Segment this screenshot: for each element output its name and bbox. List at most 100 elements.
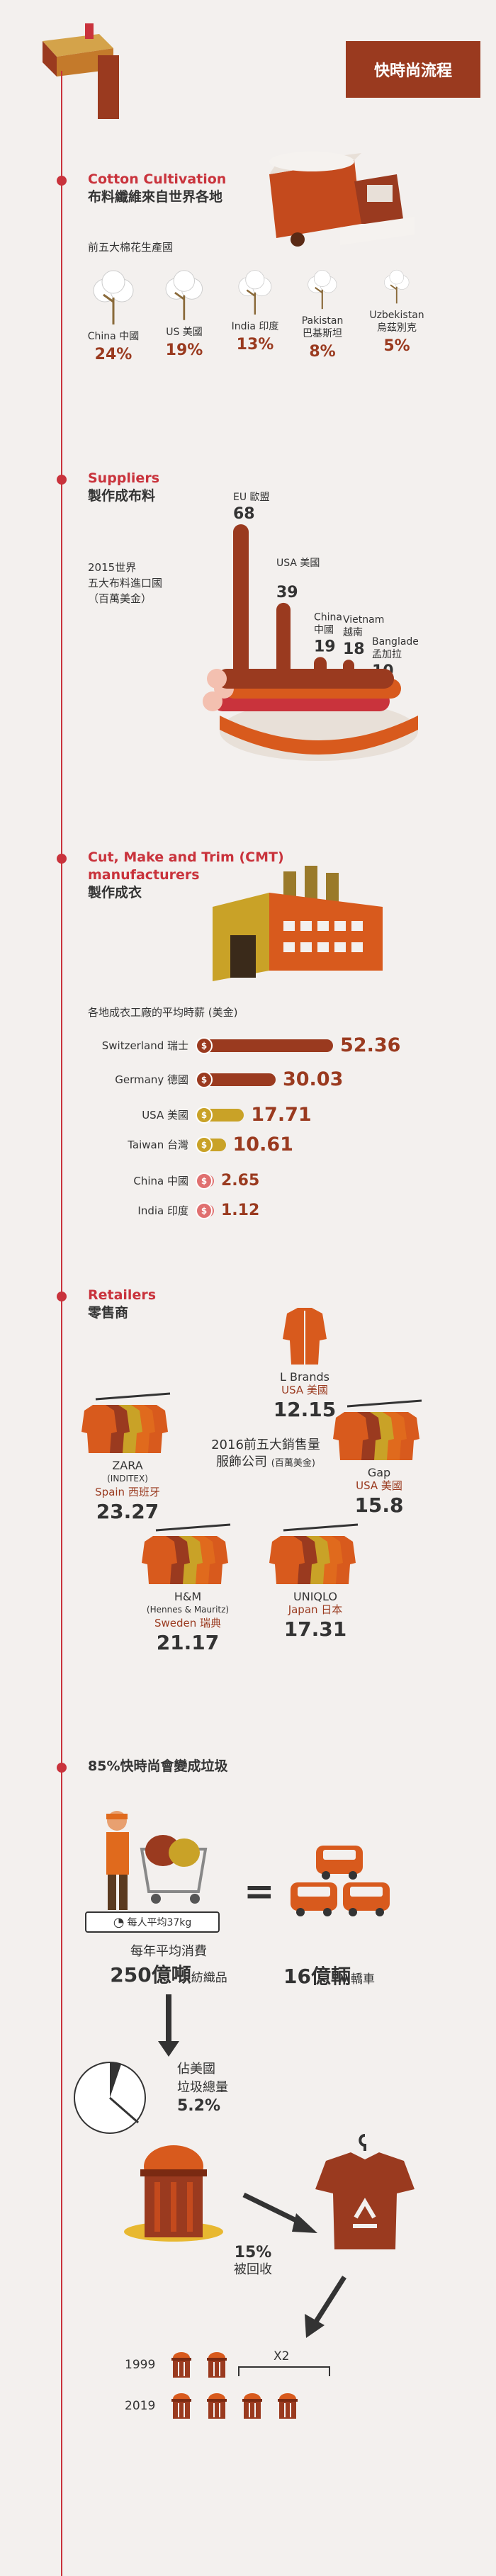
cotton-truck-illustration [269,152,415,247]
multiplier-label: X2 [274,2349,290,2363]
cotton-country-pct: 13% [236,335,274,354]
trash-bin-icon [171,2352,191,2378]
retailer-item: L Brands USA 美國 12.15 [252,1304,358,1423]
wage-bar: $ [196,1070,276,1088]
cmt-title: Cut, Make and Trim (CMT) manufacturers 製… [88,849,284,902]
retailer-item: Gap USA 美國 15.8 [326,1399,432,1518]
landfill-pie-chart [74,2062,146,2134]
factory-illustration [213,866,383,981]
wage-value: 30.03 [282,1068,344,1090]
landfill-l2: 垃圾總量 [177,2080,228,2095]
dollar-coin-icon: $ [196,1202,213,1219]
cotton-plant-icon [238,270,272,315]
landfill-text: 佔美國 垃圾總量 5.2% [177,2060,228,2115]
arrow-down-icon [158,1994,179,2057]
suppliers-title-zh: 製作成布料 [88,488,156,504]
cotton-country-pct: 8% [309,342,336,361]
retailers-title-zh: 零售商 [88,1305,129,1321]
equals-sign: = [244,1870,275,1913]
cotton-country-item: Uzbekistan 烏茲別克 5% [354,269,439,355]
pie-pointer [109,2096,139,2124]
year-row-1999: 1999 [125,2351,231,2379]
cars-text: 16億輛轎車 [283,1961,375,1989]
scale-text: 每人平均37kg [127,1917,192,1928]
timeline-dot [57,475,67,485]
timeline-dot [57,854,67,864]
fabric-bar-label-zh: 孟加拉 [372,649,402,660]
fabric-bar-label: EU 歐盟 [233,492,270,503]
timeline-dot [57,1292,67,1301]
wage-bar: $ [196,1202,214,1219]
clothes-rack-icon [333,1399,422,1460]
cotton-country-label: India 印度 [231,320,279,332]
cotton-country-item: Pakistan 巴基斯坦 8% [280,269,365,361]
wage-bar: $ [196,1036,333,1054]
cmt-title-en-l1: Cut, Make and Trim (CMT) [88,849,284,865]
retailer-sales-value: 17.31 [283,1617,347,1641]
cotton-country-label-zh: 烏茲別克 [377,322,417,334]
cmt-title-en-l2: manufacturers [88,867,200,883]
dollar-coin-icon: $ [196,1106,213,1124]
dollar-coin-icon: $ [196,1036,213,1054]
fabric-base [220,716,418,755]
suppliers-note-l3: （百萬美金） [88,592,152,605]
wage-bar: $ [196,1172,214,1190]
fabric-bar-value: 19 [314,638,336,655]
retailer-sales-value: 21.17 [156,1631,220,1654]
cotton-country-label: US 美國 [166,326,203,338]
year-2019: 2019 [125,2399,156,2413]
retailer-name: ZARA [112,1459,143,1472]
retailers-center-note: (百萬美金) [271,1458,315,1469]
fabric-bar-label: Bangladesh [372,636,418,648]
wage-value: 1.12 [221,1202,260,1219]
shopper-illustration [106,1811,208,1910]
wage-country-label: Taiwan 台灣 [128,1139,188,1151]
retailers-title-en: Retailers [88,1287,157,1303]
trash-bin-icon [242,2393,262,2419]
retailer-parent: (INDITEX) [107,1474,148,1484]
cotton-plant-icon [384,269,410,304]
multiplier-bracket [238,2366,330,2376]
cotton-country-label: Pakistan [301,315,344,327]
suppliers-note: 2015世界 五大布料進口國 （百萬美金） [88,560,162,606]
wage-country-label: USA 美國 [142,1109,188,1122]
retailer-item: ZARA (INDITEX) Spain 西班牙 23.27 [74,1392,181,1525]
fabric-bar-label: China [314,611,342,623]
dollar-coin-icon: $ [196,1172,213,1190]
fabric-bar-label-zh: 越南 [343,627,363,638]
cotton-country-item: US 美國 19% [142,269,227,359]
header-tag: 快時尚流程 [346,41,480,98]
wage-value: 52.36 [340,1034,401,1056]
recycled-text: 15% 被回收 [234,2244,272,2278]
wage-row: Taiwan 台灣 $10.61 [64,1134,293,1156]
retailer-item: H&M (Hennes & Mauritz) Sweden 瑞典 21.17 [135,1523,241,1656]
cars-illustration [291,1846,390,1916]
cotton-country-item: China 中國 24% [71,269,156,363]
landfill-pct: 5.2% [177,2097,221,2115]
cmt-title-zh: 製作成衣 [88,885,142,900]
retailers-center-l2: 服飾公司 (百萬美金) [198,1454,333,1472]
cotton-country-label-zh: 巴基斯坦 [303,327,342,339]
fabric-roll-end [207,669,227,689]
fabric-bar-label-zh: 中國 [314,624,334,635]
suppliers-title: Suppliers 製作成布料 [88,470,159,505]
wage-row: China 中國 $2.65 [64,1172,259,1190]
cars-big: 16億輛 [283,1965,351,1988]
retailer-country: Sweden 瑞典 [154,1617,222,1629]
consume-unit: 紡織品 [191,1971,227,1985]
fabric-bar-value: 68 [233,505,255,523]
suppliers-title-en: Suppliers [88,470,160,486]
cotton-subtitle: 前五大棉花生產國 [88,241,174,254]
retailer-country: Japan 日本 [288,1603,343,1616]
scale-gauge-icon: ◔ [113,1914,125,1930]
retailer-sales-value: 12.15 [273,1398,337,1421]
fabric-bar-value: 39 [276,584,298,601]
consume-big: 250億噸 [110,1963,191,1987]
cotton-title: Cotton Cultivation 布料纖維來自世界各地 [88,171,226,206]
retailer-name: UNIQLO [293,1590,337,1603]
retailers-title: Retailers 零售商 [88,1287,156,1322]
suppliers-note-l2: 五大布料進口國 [88,577,163,589]
recycled-shirt-illustration [315,2134,415,2249]
wage-value: 10.61 [232,1134,293,1156]
